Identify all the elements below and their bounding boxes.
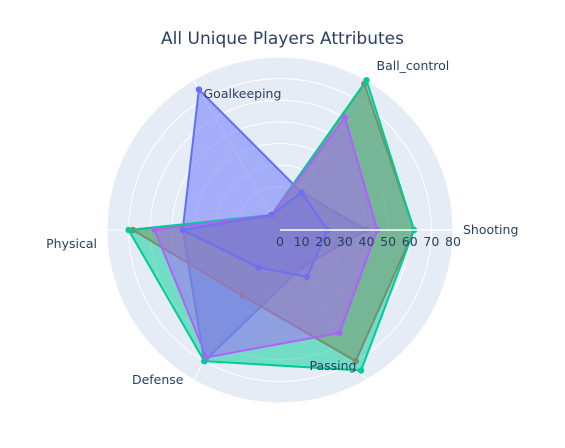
series-3-point[interactable] — [341, 114, 349, 121]
series-layer — [125, 76, 418, 374]
radial-tick-label: 50 — [380, 234, 396, 249]
series-4-point[interactable] — [255, 264, 262, 271]
radial-tick-label: 0 — [276, 234, 284, 249]
series-3-point[interactable] — [203, 354, 210, 361]
axis-label-shooting: Shooting — [463, 222, 518, 237]
axis-label-physical: Physical — [46, 236, 97, 251]
series-2-point[interactable] — [363, 76, 370, 84]
series-3-point[interactable] — [151, 226, 158, 234]
radial-tick-label: 70 — [423, 234, 439, 249]
chart-title: All Unique Players Attributes — [161, 29, 404, 49]
series-4-point[interactable] — [303, 273, 311, 281]
series-3-point[interactable] — [336, 329, 343, 337]
series-0-point[interactable] — [195, 86, 203, 93]
radial-tick-label: 80 — [445, 234, 461, 249]
axis-label-defense: Defense — [132, 372, 184, 387]
radial-tick-label: 40 — [359, 234, 375, 249]
axis-label-goalkeeping: Goalkeeping — [204, 86, 282, 101]
series-4-point[interactable] — [298, 189, 305, 196]
radial-tick-label: 30 — [337, 234, 353, 249]
series-2-point[interactable] — [357, 367, 365, 374]
axis-label-ball-control: Ball_control — [377, 58, 450, 73]
radial-tick-label: 20 — [315, 234, 331, 249]
series-4-point[interactable] — [268, 211, 275, 219]
axis-label-passing: Passing — [310, 358, 357, 373]
radial-tick-label: 60 — [402, 234, 418, 249]
series-2-point[interactable] — [125, 226, 132, 234]
radial-tick-label: 10 — [294, 234, 310, 249]
series-4-point[interactable] — [179, 226, 186, 234]
